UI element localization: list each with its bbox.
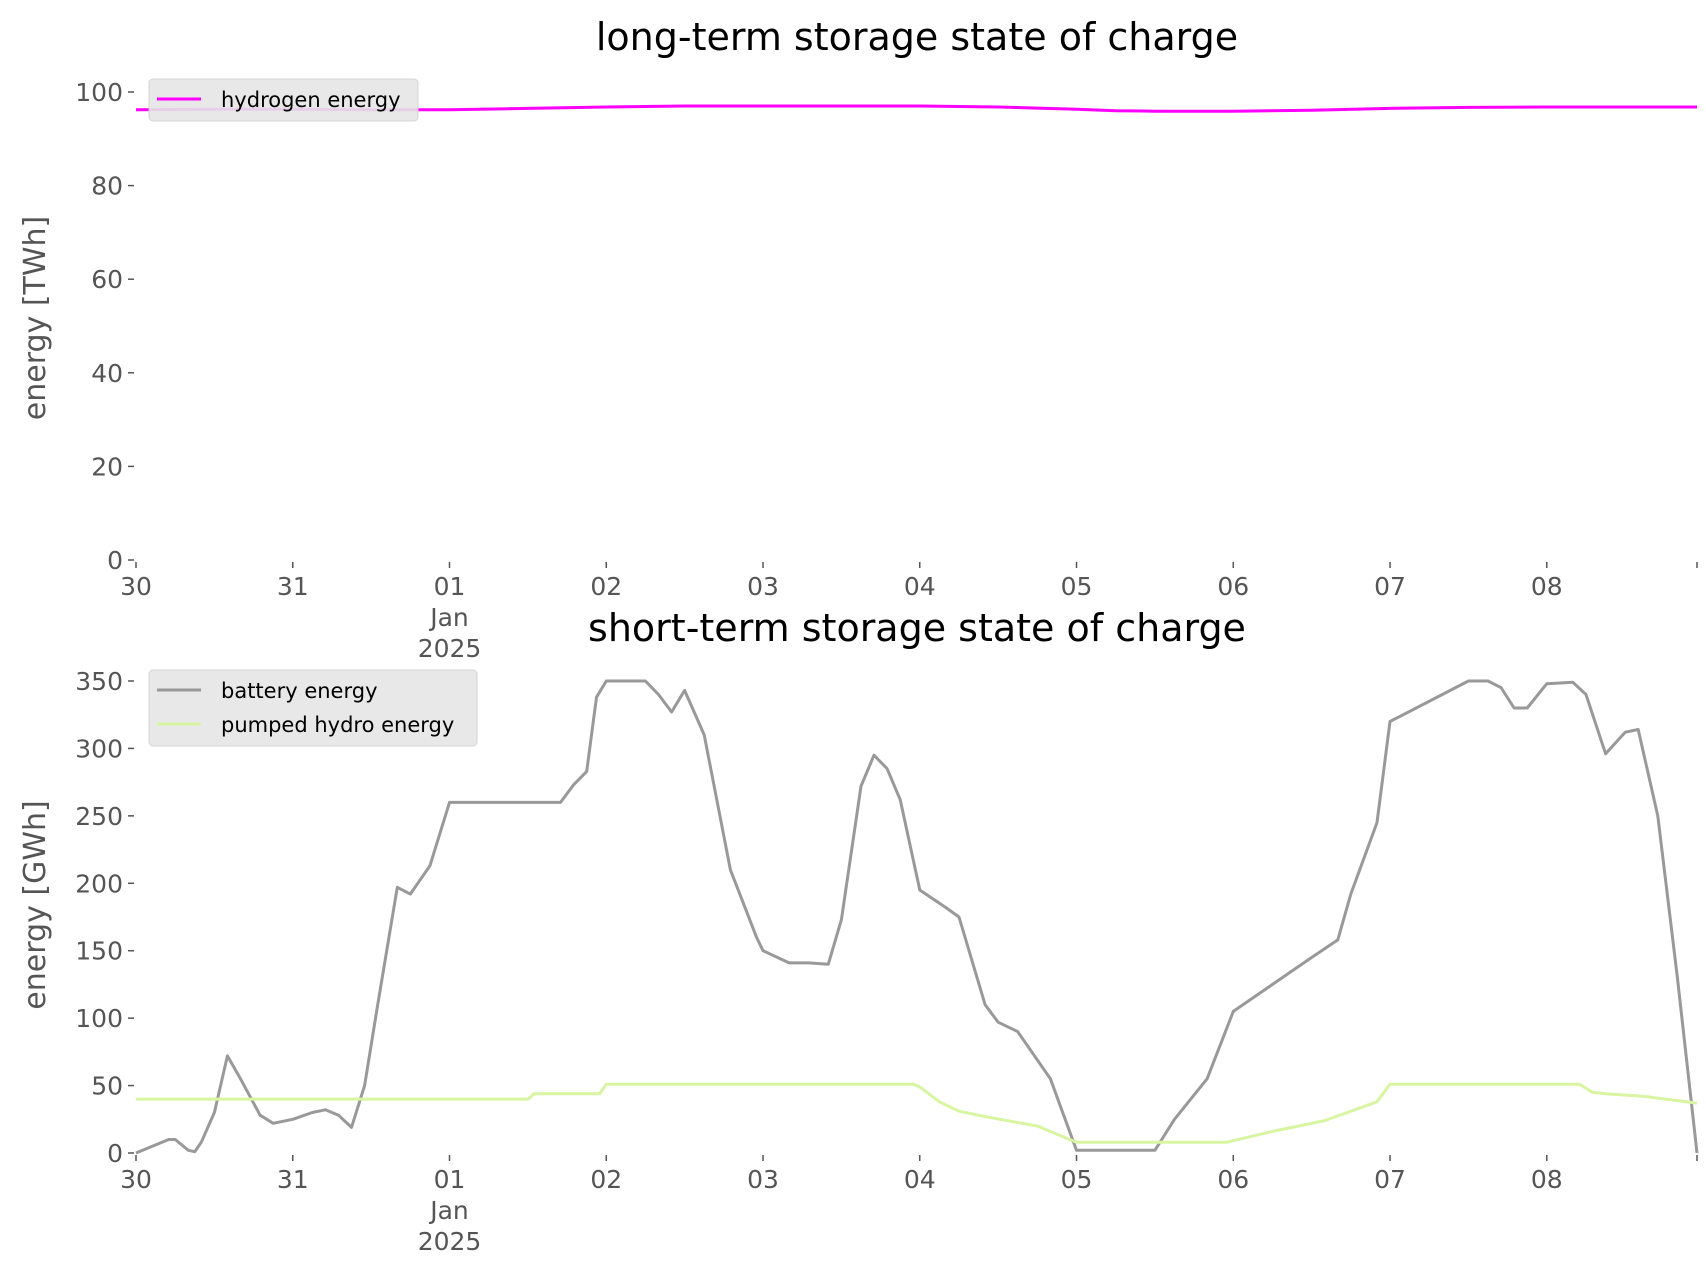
series-line-battery-energy [135, 679, 1699, 1155]
legend-box [148, 669, 478, 747]
x-tick-label: 31 [277, 572, 309, 601]
x-tick-label: 30 [120, 572, 152, 601]
x-tick-label: 02 [590, 572, 622, 601]
y-tick-label: 100 [75, 1004, 123, 1033]
x-tick-label: 01 [434, 572, 466, 601]
x-tick-label: 08 [1531, 572, 1563, 601]
y-tick-label: 300 [75, 734, 123, 763]
long-term-chart: long-term storage state of charge energy… [18, 15, 1698, 663]
x-tick-label: 04 [904, 572, 936, 601]
y-tick-label: 60 [91, 265, 123, 294]
x-tick-sublabel: Jan [428, 603, 469, 632]
x-tick-label: 31 [277, 1165, 309, 1194]
y-tick-label: 100 [75, 78, 123, 107]
y-axis-label-short-term: energy [GWh] [18, 800, 53, 1009]
x-tick-label: 30 [120, 1165, 152, 1194]
x-tick-label: 04 [904, 1165, 936, 1194]
y-tick-label: 80 [91, 172, 123, 201]
x-tick-label: 03 [747, 1165, 779, 1194]
y-tick-label: 350 [75, 667, 123, 696]
x-tick-label: 07 [1374, 572, 1406, 601]
y-tick-label: 40 [91, 359, 123, 388]
x-tick-label: 05 [1061, 1165, 1093, 1194]
x-tick-sublabel: 2025 [418, 634, 482, 663]
x-tick-label: 06 [1217, 1165, 1249, 1194]
y-tick-label: 50 [91, 1072, 123, 1101]
y-tick-label: 20 [91, 452, 123, 481]
y-axis-label-long-term: energy [TWh] [18, 216, 53, 420]
y-tick-label: 200 [75, 869, 123, 898]
x-tick-sublabel: Jan [428, 1196, 469, 1225]
short-term-chart: short-term storage state of charge energ… [18, 606, 1699, 1256]
series-group-short-term [135, 679, 1699, 1155]
x-tick-label: 01 [434, 1165, 466, 1194]
x-tick-label: 03 [747, 572, 779, 601]
series-line-pumped-hydro-energy [136, 1082, 1698, 1144]
y-ticks-long-term: 0 20 40 60 80 100 [75, 78, 134, 575]
y-ticks-short-term: 0 50 100 150 200 250 300 350 [75, 667, 134, 1168]
legend-long-term: hydrogen energy [148, 78, 419, 122]
y-tick-label: 150 [75, 937, 123, 966]
legend-box [148, 78, 419, 122]
x-tick-label: 05 [1061, 572, 1093, 601]
x-tick-label: 06 [1217, 572, 1249, 601]
legend-label: pumped hydro energy [221, 713, 454, 737]
x-tick-label: 02 [590, 1165, 622, 1194]
x-tick-label: 07 [1374, 1165, 1406, 1194]
x-tick-sublabel: 2025 [418, 1227, 482, 1256]
y-tick-label: 0 [107, 546, 123, 575]
x-tick-label: 08 [1531, 1165, 1563, 1194]
legend-label: hydrogen energy [221, 88, 401, 112]
y-tick-label: 0 [107, 1139, 123, 1168]
chart-title-short-term: short-term storage state of charge [588, 606, 1246, 650]
legend-short-term: battery energy pumped hydro energy [148, 669, 478, 747]
chart-title-long-term: long-term storage state of charge [596, 15, 1238, 59]
y-tick-label: 250 [75, 802, 123, 831]
legend-label: battery energy [221, 679, 378, 703]
